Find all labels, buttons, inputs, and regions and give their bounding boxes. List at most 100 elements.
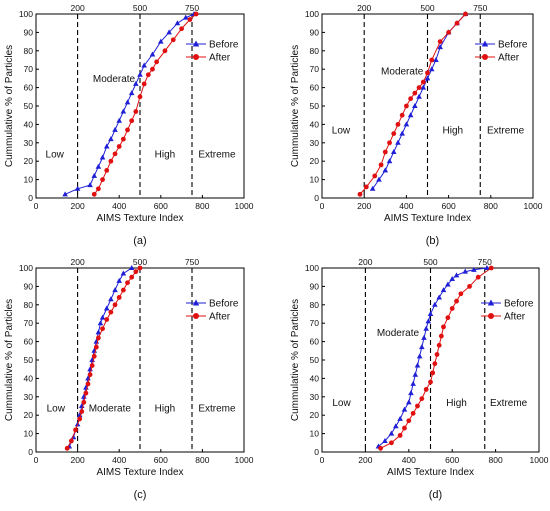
x-tick-label: 400 (399, 201, 413, 211)
series-after (378, 265, 494, 451)
legend-marker (481, 40, 489, 47)
panel-label: (c) (134, 489, 147, 501)
data-point (87, 182, 93, 188)
data-point (433, 57, 439, 62)
data-point (438, 333, 444, 339)
y-tick-label: 0 (28, 193, 33, 203)
series-line (64, 13, 195, 195)
legend-marker (193, 312, 199, 319)
y-tick-label: 0 (314, 447, 319, 457)
data-point (372, 173, 378, 179)
y-tick-label: 70 (24, 64, 34, 74)
data-point (420, 79, 426, 85)
data-point (437, 39, 443, 44)
x-tick-label: 600 (442, 201, 456, 211)
data-point (445, 281, 451, 287)
x-tick-label: 200 (71, 455, 85, 465)
data-point (137, 71, 143, 77)
data-point (96, 335, 101, 341)
y-tick-label: 70 (24, 318, 34, 328)
data-point (112, 151, 118, 157)
data-point (395, 122, 401, 127)
data-point (395, 139, 401, 145)
x-tick-label: 400 (112, 455, 126, 465)
y-tick-label: 20 (24, 156, 34, 166)
data-point (390, 149, 397, 154)
y-tick-label: 60 (310, 83, 320, 93)
data-point (79, 409, 85, 414)
x-tick-label: 800 (489, 455, 503, 465)
data-point (420, 84, 427, 90)
zone-label: Moderate (93, 74, 136, 85)
data-point (77, 416, 83, 422)
data-point (453, 272, 460, 278)
data-point (382, 437, 388, 443)
data-point (388, 430, 395, 436)
y-tick-label: 0 (28, 447, 33, 457)
y-tick-label: 90 (24, 27, 34, 37)
x-tick-label: 1000 (530, 455, 549, 465)
y-tick-label: 40 (310, 373, 320, 383)
data-point (108, 136, 114, 142)
data-point (128, 90, 135, 96)
data-point (399, 112, 405, 118)
data-point (412, 103, 418, 108)
panel-label: (d) (429, 489, 442, 501)
x-tick-label: 800 (195, 455, 209, 465)
data-point (414, 362, 421, 368)
data-point (410, 410, 416, 416)
x-tick-label: 1000 (235, 201, 254, 211)
data-point (397, 433, 403, 438)
data-point (133, 80, 139, 86)
data-point (392, 423, 399, 429)
data-point (412, 90, 418, 96)
data-point (104, 168, 110, 173)
y-tick-label: 10 (24, 429, 34, 439)
data-point (73, 427, 78, 433)
data-point (145, 72, 151, 78)
y-tick-label: 40 (310, 119, 320, 129)
y-tick-label: 10 (24, 175, 34, 185)
data-point (454, 298, 459, 304)
series-after (64, 265, 143, 451)
legend: Before After (475, 40, 528, 64)
data-point (193, 11, 199, 17)
zone-label: Low (47, 404, 66, 415)
data-point (434, 352, 440, 357)
data-point (432, 301, 438, 307)
series-line (93, 13, 197, 195)
y-tick-label: 60 (24, 337, 34, 347)
data-point (430, 370, 436, 376)
data-point (182, 14, 189, 20)
data-point (64, 445, 70, 451)
data-point (363, 184, 369, 190)
y-tick-label: 50 (24, 101, 34, 111)
legend-marker (193, 54, 199, 60)
threshold-label: 500 (423, 257, 437, 267)
x-axis-title: AIMS Texture Index (384, 213, 471, 224)
y-tick-label: 80 (24, 46, 34, 56)
data-point (99, 314, 106, 320)
data-point (424, 75, 431, 81)
threshold-label: 750 (473, 3, 487, 13)
data-point (462, 268, 469, 274)
data-point (416, 93, 422, 99)
data-point (89, 363, 95, 368)
data-point (397, 415, 403, 421)
data-point (458, 291, 464, 297)
chart-panel-3: 0 200 400 600 800 1000 0 10 20 30 40 50 60 70 80 90 100 A… (4, 257, 254, 501)
data-point (116, 144, 122, 149)
data-point (428, 379, 433, 385)
data-point (391, 131, 397, 137)
series-line (372, 13, 466, 190)
data-point (133, 109, 139, 114)
series-line (359, 13, 466, 195)
zone-label: Low (332, 126, 351, 137)
zone-label: High (446, 398, 467, 409)
data-point (74, 185, 81, 191)
threshold-label: 500 (133, 3, 147, 13)
data-point (112, 126, 118, 132)
x-tick-label: 1000 (235, 455, 254, 465)
zone-label: Low (46, 150, 65, 161)
y-tick-label: 70 (310, 64, 320, 74)
